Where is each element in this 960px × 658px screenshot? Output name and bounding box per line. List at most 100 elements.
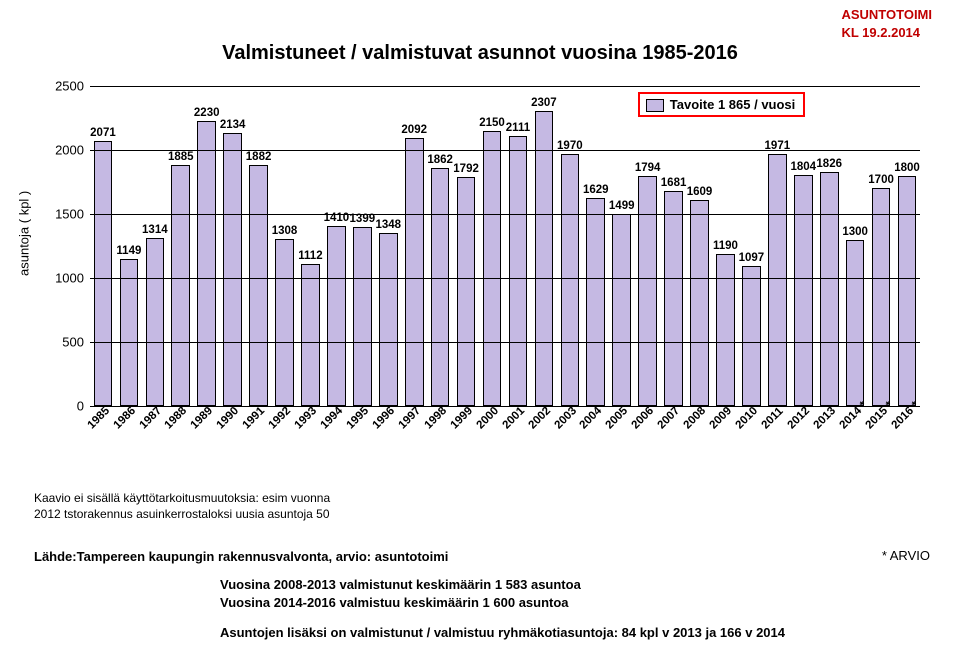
- bar-value-label: 1149: [116, 245, 141, 257]
- bar: [275, 239, 294, 406]
- arvio-note: * ARVIO: [882, 548, 930, 563]
- bar: [846, 240, 865, 406]
- x-category-label: 1994: [319, 405, 346, 432]
- bar-slot: 19712011: [768, 86, 787, 406]
- x-category-label: 1998: [422, 405, 449, 432]
- grid-line: [90, 86, 920, 87]
- bar-value-label: 2230: [194, 107, 220, 119]
- chart-note: Kaavio ei sisällä käyttötarkoitusmuutoks…: [34, 490, 330, 522]
- y-tick-label: 2000: [40, 143, 84, 158]
- bar-value-label: 1862: [427, 154, 453, 166]
- bar-value-label: 2071: [90, 127, 116, 139]
- x-category-label: 1995: [345, 405, 372, 432]
- bar-slot: 21112001: [509, 86, 528, 406]
- bars-container: 2071198511491986131419871885198822301989…: [90, 86, 920, 406]
- x-category-label: 1985: [85, 405, 112, 432]
- bar-slot: 13141987: [146, 86, 165, 406]
- bar-slot: 20711985: [94, 86, 113, 406]
- x-category-label: 2009: [708, 405, 735, 432]
- bar-slot: 18821991: [249, 86, 268, 406]
- grid-line: [90, 150, 920, 151]
- bar: [249, 165, 268, 406]
- header-right: ASUNTOTOIMI KL 19.2.2014 LIITE 8: [841, 6, 932, 41]
- bar: [535, 111, 554, 406]
- bar-slot: 11491986: [120, 86, 139, 406]
- bar: [638, 176, 657, 406]
- bar-slot: 18621998: [431, 86, 450, 406]
- chart-note-line2: 2012 tstorakennus asuinkerrostaloksi uus…: [34, 506, 330, 522]
- bar-slot: 13002014 *: [846, 86, 865, 406]
- bar-slot: 18262013: [820, 86, 839, 406]
- bar: [146, 238, 165, 406]
- bar: [561, 154, 580, 406]
- x-category-label: 2012: [785, 405, 812, 432]
- bar-slot: 14992005: [612, 86, 631, 406]
- y-tick-label: 2500: [40, 79, 84, 94]
- grid-line: [90, 406, 920, 407]
- bar: [431, 168, 450, 406]
- legend-text: Tavoite 1 865 / vuosi: [670, 97, 795, 112]
- bar-value-label: 1681: [661, 177, 687, 189]
- y-tick-label: 0: [40, 399, 84, 414]
- x-category-label: 1996: [370, 405, 397, 432]
- x-category-label: 1999: [448, 405, 475, 432]
- summary-line1: Vuosina 2008-2013 valmistunut keskimääri…: [220, 576, 581, 594]
- bar-value-label: 1112: [298, 250, 322, 262]
- x-category-label: 2013: [811, 405, 838, 432]
- x-category-label: 1997: [396, 405, 423, 432]
- x-category-label: 1989: [189, 405, 216, 432]
- bar: [171, 165, 190, 406]
- bar: [353, 227, 372, 406]
- bar-value-label: 2111: [506, 122, 530, 134]
- plot-area: 2071198511491986131419871885198822301989…: [90, 86, 920, 406]
- chart-note-line1: Kaavio ei sisällä käyttötarkoitusmuutoks…: [34, 490, 330, 506]
- bar-chart: asuntoja ( kpl ) 20711985114919861314198…: [20, 76, 940, 476]
- bar: [586, 198, 605, 407]
- bar-slot: 21341990: [223, 86, 242, 406]
- bar-slot: 11121993: [301, 86, 320, 406]
- bar-value-label: 2134: [220, 119, 246, 131]
- legend-box: Tavoite 1 865 / vuosi: [638, 92, 805, 117]
- bar-slot: 23072002: [535, 86, 554, 406]
- bar: [820, 172, 839, 406]
- chart-title: Valmistuneet / valmistuvat asunnot vuosi…: [0, 42, 960, 65]
- x-category-label: 2003: [552, 405, 579, 432]
- bar-slot: 18002016 *: [898, 86, 917, 406]
- bar-value-label: 1629: [583, 184, 609, 196]
- bar-value-label: 1882: [246, 151, 272, 163]
- bar-slot: 14101994: [327, 86, 346, 406]
- bar: [872, 188, 891, 406]
- bar-slot: 11902009: [716, 86, 735, 406]
- bar-value-label: 1190: [713, 240, 738, 252]
- bar-slot: 22301989: [197, 86, 216, 406]
- bar: [457, 177, 476, 406]
- bar-value-label: 1308: [272, 225, 298, 237]
- bar-value-label: 2092: [401, 124, 427, 136]
- bar: [197, 121, 216, 406]
- bar-slot: 20921997: [405, 86, 424, 406]
- bar-slot: 19702003: [561, 86, 580, 406]
- legend-swatch: [646, 99, 664, 112]
- x-category-label: 1993: [293, 405, 320, 432]
- x-category-label: 2000: [474, 405, 501, 432]
- summary-line2: Vuosina 2014-2016 valmistuu keskimäärin …: [220, 594, 569, 612]
- bar-value-label: 1348: [375, 219, 401, 231]
- bar: [379, 233, 398, 406]
- bar: [768, 154, 787, 406]
- x-category-label: 2005: [604, 405, 631, 432]
- x-category-label: 2006: [630, 405, 657, 432]
- bar-value-label: 1609: [687, 186, 713, 198]
- x-category-label: 1992: [267, 405, 294, 432]
- x-category-label: 2002: [526, 405, 553, 432]
- bar: [94, 141, 113, 406]
- bar-slot: 18042012: [794, 86, 813, 406]
- bar-value-label: 2150: [479, 117, 505, 129]
- bar: [223, 133, 242, 406]
- bar: [301, 264, 320, 406]
- y-tick-label: 1000: [40, 271, 84, 286]
- bar-slot: 17942006: [638, 86, 657, 406]
- bar-value-label: 1097: [739, 252, 765, 264]
- x-category-label: 2011: [760, 405, 786, 431]
- bar: [405, 138, 424, 406]
- bar-value-label: 1499: [609, 200, 635, 212]
